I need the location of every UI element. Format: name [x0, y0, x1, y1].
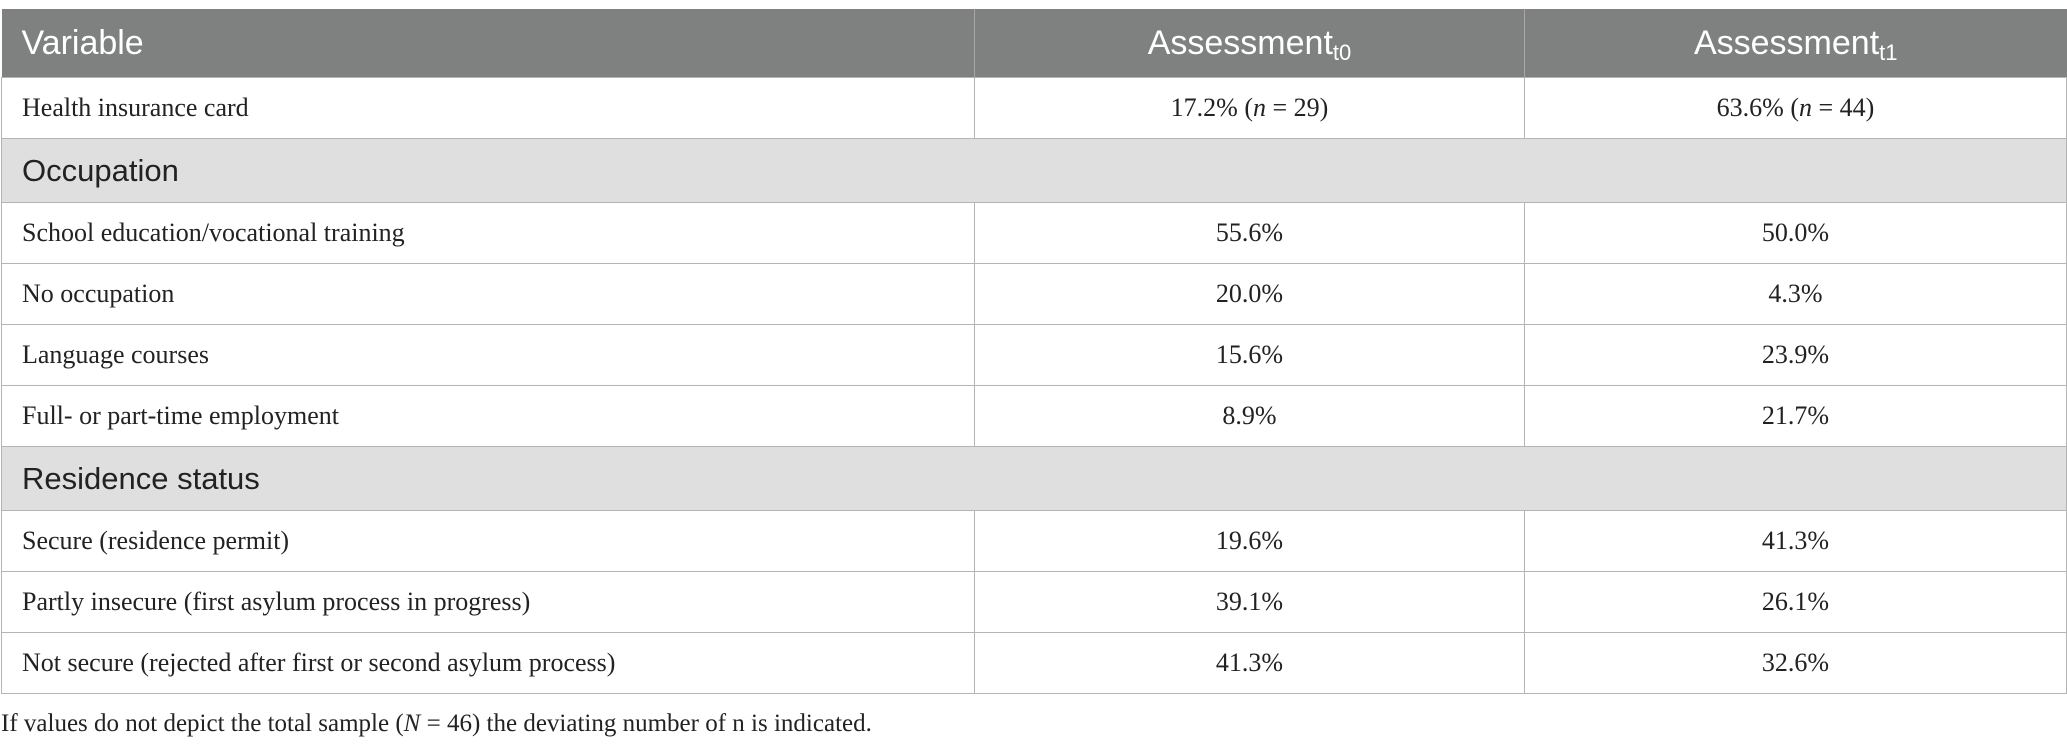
row-label: Secure (residence permit) [1, 510, 975, 572]
cell-t1: 23.9% [1524, 324, 2067, 386]
table-row: Secure (residence permit) 19.6% 41.3% [1, 510, 2067, 572]
cell-t1: 4.3% [1524, 263, 2067, 325]
section-title: Residence status [1, 446, 2067, 511]
cell-t1: 41.3% [1524, 510, 2067, 572]
section-row-occupation: Occupation [1, 138, 2067, 203]
table-row: Partly insecure (first asylum process in… [1, 571, 2067, 633]
table-row: Health insurance card 17.2% (n = 29) 63.… [1, 77, 2067, 139]
row-label: No occupation [1, 263, 975, 325]
cell-t1: 26.1% [1524, 571, 2067, 633]
row-label: Health insurance card [1, 77, 975, 139]
cell-t1: 63.6% (n = 44) [1524, 77, 2067, 139]
cell-t0: 20.0% [974, 263, 1525, 325]
cell-t1: 21.7% [1524, 385, 2067, 447]
header-variable: Variable [1, 9, 975, 78]
header-row: Variable Assessmentt0 Assessmentt1 [1, 9, 2067, 78]
cell-t0: 55.6% [974, 202, 1525, 264]
row-label: Not secure (rejected after first or seco… [1, 632, 975, 694]
row-label: Partly insecure (first asylum process in… [1, 571, 975, 633]
header-assessment-t0: Assessmentt0 [974, 9, 1525, 78]
table-row: Language courses 15.6% 23.9% [1, 324, 2067, 386]
row-label: Language courses [1, 324, 975, 386]
table-row: No occupation 20.0% 4.3% [1, 263, 2067, 325]
table-row: Full- or part-time employment 8.9% 21.7% [1, 385, 2067, 447]
header-assessment-t1: Assessmentt1 [1524, 9, 2067, 78]
table-row: School education/vocational training 55.… [1, 202, 2067, 264]
table-footnote: If values do not depict the total sample… [1, 710, 872, 737]
section-title: Occupation [1, 138, 2067, 203]
cell-t0: 8.9% [974, 385, 1525, 447]
row-label: Full- or part-time employment [1, 385, 975, 447]
cell-t0: 17.2% (n = 29) [974, 77, 1525, 139]
data-table: Variable Assessmentt0 Assessmentt1 Healt… [1, 9, 2067, 694]
cell-t0: 19.6% [974, 510, 1525, 572]
section-row-residence: Residence status [1, 446, 2067, 511]
cell-t0: 41.3% [974, 632, 1525, 694]
row-label: School education/vocational training [1, 202, 975, 264]
cell-t0: 15.6% [974, 324, 1525, 386]
cell-t1: 50.0% [1524, 202, 2067, 264]
cell-t0: 39.1% [974, 571, 1525, 633]
cell-t1: 32.6% [1524, 632, 2067, 694]
table-row: Not secure (rejected after first or seco… [1, 632, 2067, 694]
